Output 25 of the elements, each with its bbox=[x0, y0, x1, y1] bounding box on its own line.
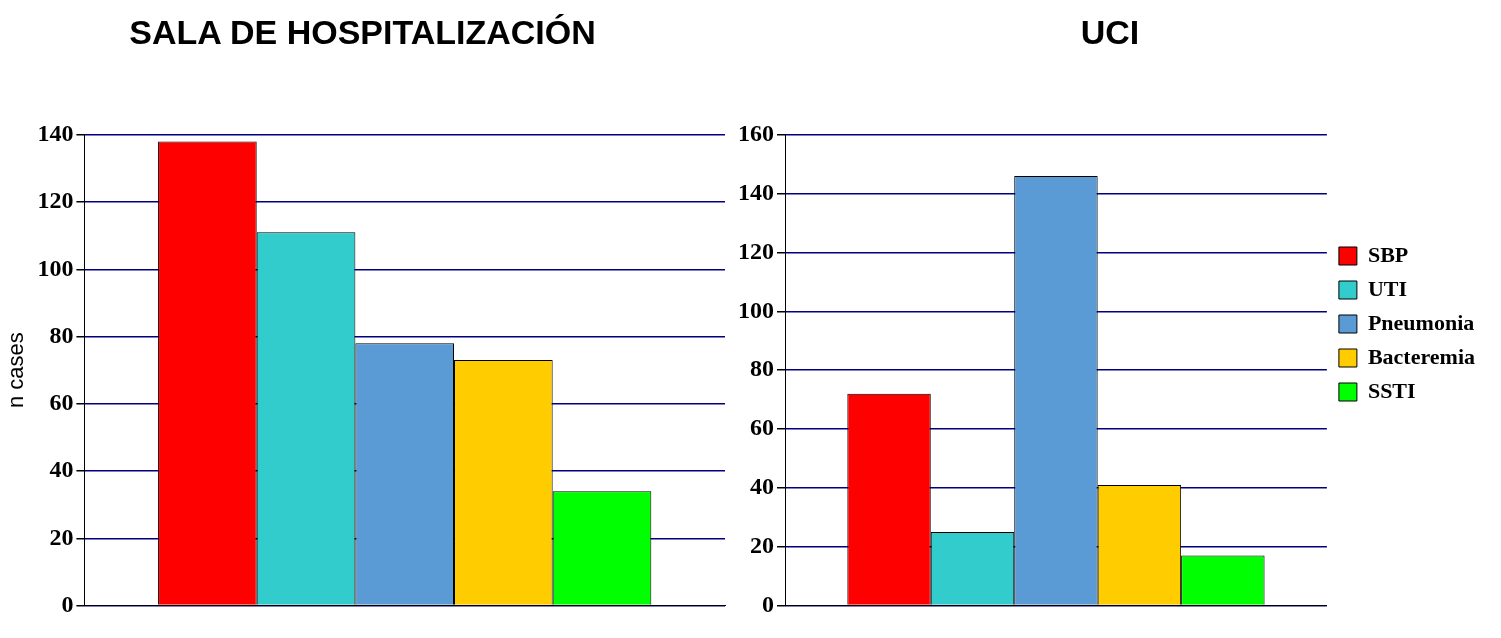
y-tick-label: 120 bbox=[37, 187, 74, 214]
y-tick-label: 80 bbox=[750, 355, 774, 382]
y-tick-label: 140 bbox=[738, 178, 774, 205]
legend-label: SSTI bbox=[1367, 377, 1416, 403]
y-axis-title: n cases bbox=[3, 332, 29, 409]
y-tick-label: 0 bbox=[61, 590, 74, 617]
y-tick-label: 80 bbox=[49, 321, 74, 348]
legend-label: Bacteremia bbox=[1367, 343, 1476, 369]
y-tick-label: 120 bbox=[738, 237, 774, 264]
y-tick-label: 40 bbox=[750, 473, 774, 500]
y-tick-label: 20 bbox=[750, 531, 774, 558]
y-tick-label: 60 bbox=[750, 414, 774, 441]
y-tick-label: 160 bbox=[738, 120, 774, 146]
y-tick-label: 0 bbox=[762, 590, 774, 617]
legend-label: Pneumonia bbox=[1367, 309, 1475, 335]
chart-title: UCI bbox=[1080, 12, 1140, 51]
legend-label: UTI bbox=[1367, 275, 1408, 301]
chart-title: SALA DE HOSPITALIZACIÓN bbox=[129, 12, 596, 51]
y-tick-label: 40 bbox=[49, 456, 74, 483]
y-tick-label: 140 bbox=[37, 120, 74, 146]
y-tick-label: 100 bbox=[738, 296, 774, 323]
y-tick-label: 60 bbox=[49, 389, 74, 416]
y-tick-label: 100 bbox=[37, 254, 74, 281]
y-tick-label: 20 bbox=[49, 523, 74, 550]
legend-label: SBP bbox=[1367, 241, 1409, 267]
